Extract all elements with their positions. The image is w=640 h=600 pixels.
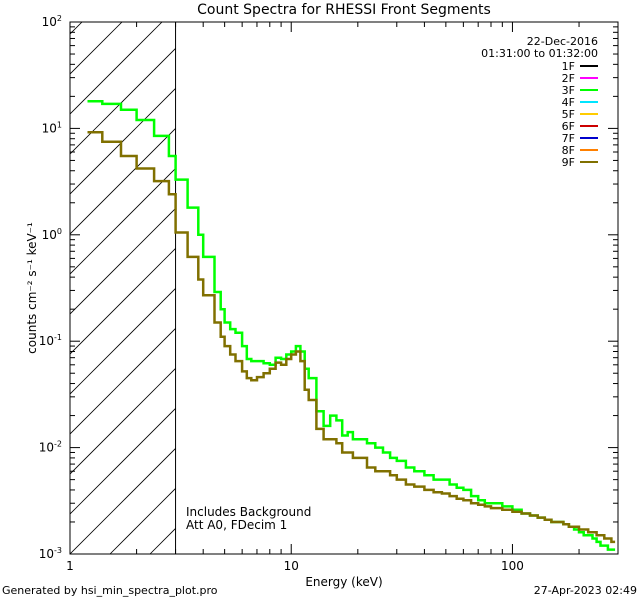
y-tick-label: 101 — [42, 120, 62, 135]
y-tick-label: 10-1 — [39, 333, 62, 348]
hatch-line — [70, 87, 176, 195]
y-tick-label: 102 — [42, 14, 62, 29]
legend-label-9F: 9F — [562, 156, 575, 169]
legend-label-7F: 7F — [562, 132, 575, 145]
hatch-line — [70, 407, 176, 515]
hatch-line — [70, 167, 176, 275]
legend-label-4F: 4F — [562, 96, 575, 109]
legend: 1F 2F 3F 4F 5F 6F 7F 8F 9F — [562, 60, 598, 169]
hatch-line — [70, 207, 176, 315]
legend-label-2F: 2F — [562, 72, 575, 85]
hatch-line — [70, 47, 176, 155]
time-range-annotation: 01:31:00 to 01:32:00 — [481, 47, 598, 60]
legend-label-5F: 5F — [562, 108, 575, 121]
y-tick-label: 10-2 — [39, 440, 62, 455]
legend-label-3F: 3F — [562, 84, 575, 97]
series-line-3F — [87, 99, 616, 551]
attenuator-note: Att A0, FDecim 1 — [186, 518, 287, 532]
hatch-line — [70, 22, 163, 115]
x-tick-label: 100 — [501, 559, 524, 573]
chart-title: Count Spectra for RHESSI Front Segments — [197, 2, 491, 18]
date-annotation: 22-Dec-2016 — [527, 35, 598, 48]
y-axis-label: counts cm⁻² s⁻¹ keV⁻¹ — [25, 222, 39, 354]
hatch-line — [70, 447, 176, 554]
legend-label-6F: 6F — [562, 120, 575, 133]
excluded-energy-region — [70, 0, 640, 554]
footer-generator: Generated by hsi_min_spectra_plot.pro — [2, 584, 218, 597]
y-tick-label: 10-3 — [39, 546, 62, 561]
background-note: Includes Background — [186, 505, 311, 519]
plot-frame — [69, 21, 619, 555]
legend-label-1F: 1F — [562, 60, 575, 73]
axis-ticks — [69, 21, 619, 555]
y-tick-label: 100 — [42, 227, 62, 242]
series-line-9F — [87, 131, 616, 544]
hatch-line — [70, 247, 176, 355]
x-tick-label: 1 — [66, 559, 74, 573]
legend-label-8F: 8F — [562, 144, 575, 157]
hatch-line — [70, 327, 176, 435]
hatch-line — [70, 367, 176, 475]
hatch-line — [70, 127, 176, 235]
x-tick-label: 10 — [284, 559, 299, 573]
hatch-line — [70, 22, 83, 35]
x-axis-label: Energy (keV) — [305, 575, 382, 589]
hatch-line — [230, 0, 640, 554]
footer-date: 27-Apr-2023 02:49 — [534, 584, 637, 597]
